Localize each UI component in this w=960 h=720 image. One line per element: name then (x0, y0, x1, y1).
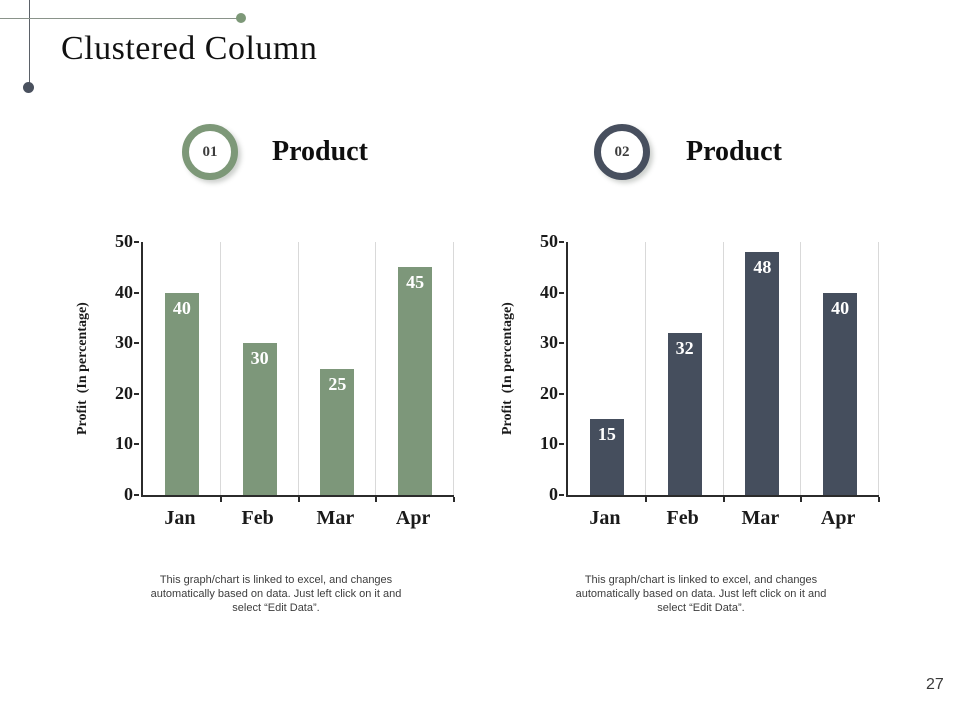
bar-value-label: 30 (250, 348, 269, 369)
y-tick-label: 0 (549, 484, 558, 504)
y-tick-mark (559, 494, 564, 496)
gridline (722, 242, 724, 495)
y-tick-label: 30 (540, 332, 558, 353)
y-tick-mark (559, 443, 564, 446)
chart-footnote: This graph/chart is linked to excel, and… (541, 573, 861, 615)
product-01-badge-number: 01 (202, 143, 218, 160)
product-02-badge-number: 02 (614, 143, 630, 160)
gridline (297, 242, 299, 495)
bar-jan[interactable] (164, 292, 199, 495)
x-category-label: Apr (395, 507, 431, 529)
x-tick-mark (453, 497, 455, 502)
footnote-line: automatically based on data. Just left c… (575, 588, 827, 600)
y-tick-label: 0 (124, 484, 133, 504)
y-tick-label: 20 (115, 382, 133, 403)
bar-value-label: 25 (328, 373, 347, 394)
y-tick-mark (134, 494, 139, 496)
x-tick-mark (800, 497, 803, 502)
x-category-label: Feb (241, 507, 274, 529)
gridline (644, 242, 646, 495)
y-axis-title: Profit (In percentage) (500, 302, 515, 435)
y-tick-mark (134, 392, 139, 395)
footnote-line: select “Edit Data”. (232, 602, 320, 614)
y-tick-mark (559, 241, 564, 243)
y-tick-mark (134, 342, 139, 345)
y-tick-mark (559, 392, 564, 395)
bar-jan[interactable] (589, 419, 624, 495)
chart-footnote: This graph/chart is linked to excel, and… (116, 573, 436, 615)
y-tick-label: 40 (540, 281, 558, 302)
y-tick-label: 50 (540, 231, 558, 251)
decor-horizontal-line (0, 18, 242, 19)
y-tick-mark (134, 241, 139, 243)
footnote-line: automatically based on data. Just left c… (150, 588, 402, 600)
bar-feb[interactable] (667, 333, 702, 495)
x-category-label: Jan (589, 507, 621, 529)
x-tick-mark (297, 497, 300, 502)
x-category-label: Jan (164, 507, 196, 529)
y-tick-label: 20 (540, 382, 558, 403)
gridline (878, 242, 879, 495)
x-tick-mark (644, 497, 647, 502)
chart-product-01[interactable]: Profit (In percentage) 40 30 25 45 0 10 20 30 4… (75, 231, 455, 529)
decor-vertical-line (29, 0, 30, 88)
x-category-label: Feb (666, 507, 699, 529)
y-tick-mark (134, 443, 139, 446)
x-category-label: Mar (741, 507, 780, 529)
x-tick-mark (722, 497, 725, 502)
bar-mar[interactable] (320, 368, 355, 495)
y-tick-mark (559, 291, 564, 294)
x-category-label: Mar (316, 507, 355, 529)
y-tick-mark (559, 342, 564, 345)
plot-area[interactable]: 40 30 25 45 (141, 242, 455, 502)
decor-dark-dot (23, 82, 34, 93)
bar-value-label: 40 (172, 297, 191, 318)
footnote-line: This graph/chart is linked to excel, and… (584, 574, 818, 586)
bar-value-label: 32 (675, 338, 694, 359)
x-tick-mark (878, 497, 880, 502)
footnote-line: This graph/chart is linked to excel, and… (159, 574, 393, 586)
bar-value-label: 40 (831, 297, 850, 318)
gridline (375, 242, 377, 495)
y-tick-label: 10 (540, 433, 558, 454)
plot-area[interactable]: 15 32 48 40 (566, 242, 880, 502)
y-tick-label: 50 (115, 231, 133, 251)
y-tick-label: 10 (115, 433, 133, 454)
product-01-badge: 01 (182, 124, 238, 180)
y-tick-label: 30 (115, 332, 133, 353)
bar-feb[interactable] (242, 343, 277, 495)
x-category-label: Apr (820, 507, 856, 529)
chart-product-02[interactable]: Profit (In percentage) 15 32 48 40 0 10 20 30 4… (500, 231, 880, 529)
bar-apr[interactable] (823, 292, 858, 495)
slide-title: Clustered Column (61, 30, 318, 67)
decor-green-dot (236, 13, 246, 23)
bar-apr[interactable] (398, 267, 433, 495)
bar-value-label: 15 (597, 424, 616, 445)
gridline (800, 242, 802, 495)
page-number: 27 (926, 676, 944, 693)
x-tick-mark (375, 497, 378, 502)
y-tick-label: 40 (115, 281, 133, 302)
product-02-badge: 02 (594, 124, 650, 180)
product-02-label: Product (686, 136, 782, 167)
gridline (219, 242, 221, 495)
product-01-label: Product (272, 136, 368, 167)
footnote-line: select “Edit Data”. (657, 602, 745, 614)
bar-value-label: 45 (406, 272, 425, 293)
gridline (453, 242, 454, 495)
y-axis-title: Profit (In percentage) (75, 302, 90, 435)
bar-mar[interactable] (745, 252, 780, 495)
bar-value-label: 48 (753, 257, 772, 278)
y-tick-mark (134, 291, 139, 294)
x-tick-mark (219, 497, 222, 502)
